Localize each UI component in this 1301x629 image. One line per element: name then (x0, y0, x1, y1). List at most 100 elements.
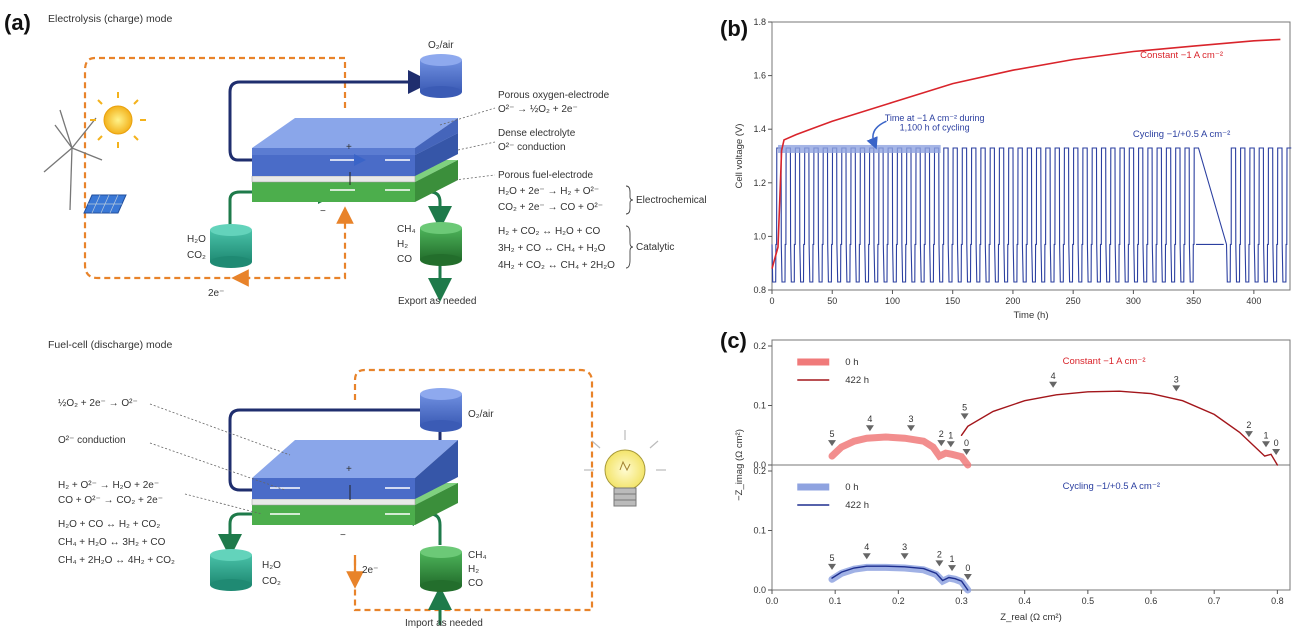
frequency-marker (828, 440, 837, 447)
ec-reaction-1: H₂O + 2e⁻ → H₂ + O²⁻ (498, 186, 599, 197)
oxygen-pipe-bottom (228, 408, 420, 502)
external-circuit-wire-bottom (353, 368, 594, 612)
sun-icon (90, 92, 146, 148)
minus-sign: − (320, 206, 326, 217)
fuel-cell-mode-title: Fuel-cell (discharge) mode (48, 339, 172, 351)
catalytic-brace (625, 225, 634, 269)
annotation-line-2: 1,100 h of cycling (900, 123, 970, 133)
o2-conduction-label: O²⁻ conduction (498, 142, 566, 153)
impedance-chart: 0.0 0.1 0.2 0.3 0.4 0.5 0.6 0.7 0.8 Z_real (Ω cm²… (734, 339, 1291, 623)
x-tick-label: 250 (1066, 296, 1081, 306)
frequency-marker (948, 565, 957, 572)
legend-label: 0 h (845, 357, 858, 368)
legend-label: 422 h (845, 500, 869, 511)
y-tick-label: 1.2 (753, 178, 766, 188)
annotation-line-1: Time at −1 A cm⁻² during (885, 113, 985, 123)
y-tick-label: 1.6 (753, 71, 766, 81)
y-tick-label: 1.0 (753, 231, 766, 241)
y-tick-label: 1.4 (753, 124, 766, 134)
nyquist-series-422h (831, 565, 969, 591)
frequency-marker-label: 0 (1274, 438, 1279, 448)
oxygen-reaction-label: O²⁻ → ½O₂ + 2e⁻ (498, 104, 578, 115)
panel-b-letter: (b) (720, 16, 748, 41)
y-tick-label: 0.8 (753, 285, 766, 295)
frequency-marker-label: 4 (1051, 371, 1056, 381)
x-tick-label: 400 (1246, 296, 1261, 306)
y-tick-label: 0.2 (753, 466, 766, 476)
oxygen-tank (420, 54, 462, 98)
electrochemical-label: Electrochemical (636, 195, 707, 206)
subplot-title: Constant −1 A cm⁻² (1063, 356, 1146, 367)
x-tick-label: 350 (1186, 296, 1201, 306)
frequency-marker (906, 425, 915, 432)
frequency-marker-label: 5 (962, 402, 967, 412)
x-tick-label: 0.6 (1145, 596, 1158, 606)
x-tick-label: 0.5 (1082, 596, 1095, 606)
plot-frame (771, 21, 1291, 291)
tank-ch4-label: CH₄ (397, 224, 416, 235)
y-tick-label: 0.1 (753, 401, 766, 411)
frequency-marker-label: 1 (950, 554, 955, 564)
frequency-marker-label: 5 (830, 553, 835, 563)
y-tick-label: 0.0 (753, 585, 766, 595)
tank-h2-label: H₂ (397, 239, 408, 250)
fuel-tank (420, 546, 462, 592)
frequency-marker-label: 1 (1263, 430, 1268, 440)
oxygen-air-label-bottom: O₂/air (468, 409, 494, 420)
external-circuit-wire (83, 56, 354, 280)
frequency-marker-label: 4 (864, 542, 869, 552)
reaction-1: H₂ + O²⁻ → H₂O + 2e⁻ (58, 480, 159, 491)
dense-electrolyte-label: Dense electrolyte (498, 128, 576, 139)
export-label: Export as needed (398, 296, 476, 307)
ec-reaction-2: CO₂ + 2e⁻ → CO + O²⁻ (498, 202, 603, 213)
legend-label: 0 h (845, 482, 858, 493)
x-tick-label: 200 (1005, 296, 1020, 306)
o2-conduction-bottom: O²⁻ conduction (58, 435, 126, 446)
x-axis-label: Z_real (Ω cm²) (1000, 612, 1061, 623)
highlight-band (778, 144, 941, 153)
product-tank (420, 222, 462, 266)
panel-a-letter: (a) (4, 10, 31, 35)
reaction-2: CO + O²⁻ → CO₂ + 2e⁻ (58, 495, 163, 506)
frequency-marker-label: 2 (939, 429, 944, 439)
electrochemical-brace (625, 185, 634, 215)
frequency-marker (937, 440, 946, 447)
light-bulb-icon (584, 430, 666, 507)
fuel-ch4-label: CH₄ (468, 550, 487, 561)
cat-reaction-2: 3H₂ + CO ↔ CH₄ + H₂O (498, 243, 606, 254)
porous-oxygen-electrode-label: Porous oxygen-electrode (498, 90, 610, 101)
panel-c-letter: (c) (720, 328, 747, 353)
cat-reaction-1: H₂ + CO₂ ↔ H₂O + CO (498, 226, 600, 237)
reaction-3: H₂O + CO ↔ H₂ + CO₂ (58, 519, 160, 530)
x-tick-label: 0.1 (829, 596, 842, 606)
exhaust-pipe (218, 512, 300, 558)
frequency-marker-label: 3 (908, 414, 913, 424)
voltage-chart: 0 50 100 150 200 250 300 350 400 0.8 1.0 1.2 1.4 1.6 1… (734, 17, 1292, 321)
y-tick-label: 0.2 (753, 341, 766, 351)
electrolysis-diagram: 2e⁻ (43, 40, 707, 307)
x-tick-label: 0.2 (892, 596, 905, 606)
solar-panel-icon (83, 194, 127, 214)
frequency-marker-label: 0 (965, 563, 970, 573)
y-axis-label: −Z_imag (Ω cm²) (734, 429, 745, 501)
x-tick-label: 0.4 (1018, 596, 1031, 606)
frequency-marker (962, 449, 971, 456)
constant-series-line (771, 38, 1281, 269)
electrolysis-mode-title: Electrolysis (charge) mode (48, 13, 172, 25)
tank-co2-label: CO₂ (187, 250, 206, 261)
tank-h2o-label: H₂O (187, 234, 206, 245)
annotation-arrow (866, 120, 887, 150)
fuel-cell-diagram: 2e⁻ (58, 368, 666, 629)
frequency-marker (1261, 441, 1270, 448)
constant-series-label: Constant −1 A cm⁻² (1140, 50, 1223, 61)
frequency-marker (1272, 449, 1281, 456)
y-tick-label: 0.1 (753, 526, 766, 536)
x-tick-label: 0.7 (1208, 596, 1221, 606)
x-tick-label: 300 (1126, 296, 1141, 306)
electron-label-bottom: 2e⁻ (362, 565, 378, 576)
oxygen-tank-bottom (420, 388, 462, 432)
frequency-marker (1049, 381, 1058, 388)
frequency-marker (946, 441, 955, 448)
exhaust-tank (210, 549, 252, 591)
plus-sign-bottom: + (346, 464, 352, 475)
